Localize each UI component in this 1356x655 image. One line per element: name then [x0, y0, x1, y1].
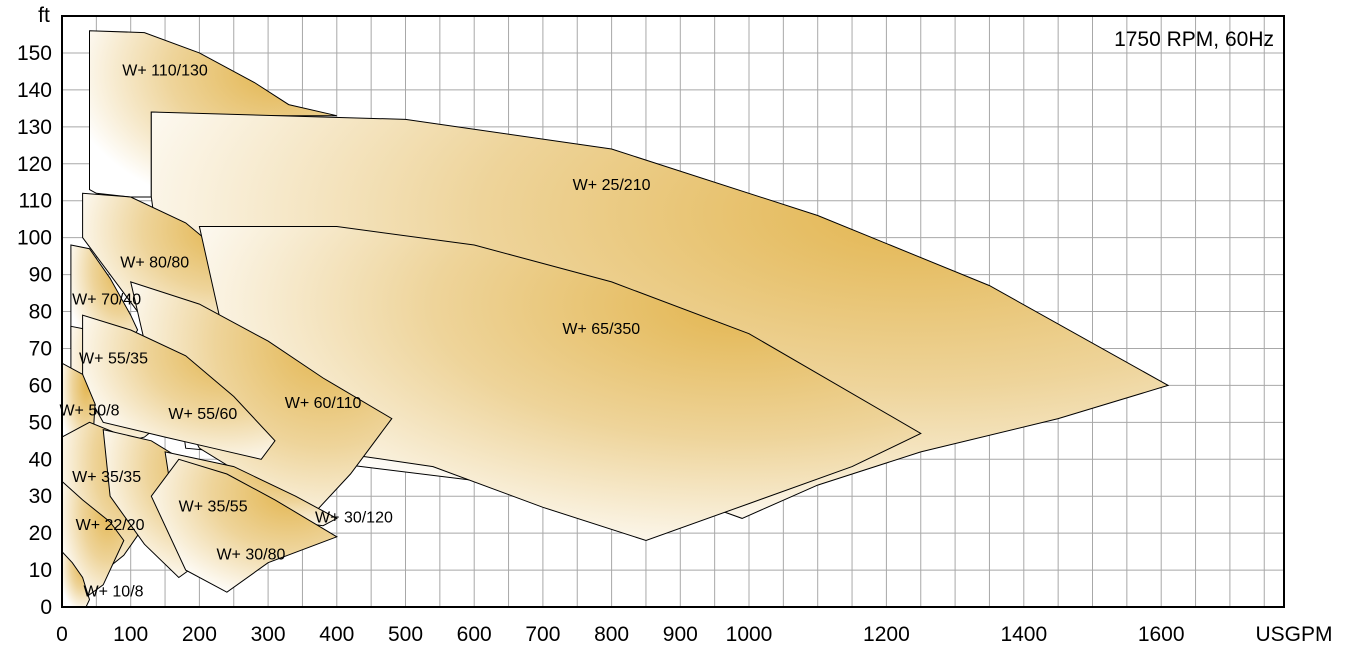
y-tick-label: 150	[17, 42, 52, 65]
plot-frame	[61, 15, 1285, 608]
region-label: W+ 22/20	[76, 517, 145, 534]
chart-title: 1750 RPM, 60Hz	[1114, 28, 1274, 51]
x-tick-label: 700	[525, 623, 560, 646]
performance-regions	[61, 30, 1170, 608]
y-tick-label: 80	[29, 301, 52, 324]
x-axis-label: USGPM	[1255, 623, 1332, 646]
y-tick-label: 70	[29, 337, 52, 360]
performance-region	[82, 314, 276, 460]
region-label: W+ 30/120	[315, 510, 393, 527]
y-tick-label: 100	[17, 227, 52, 250]
performance-region	[198, 226, 922, 542]
region-label: W+ 65/350	[562, 321, 640, 338]
performance-region	[150, 458, 338, 593]
y-tick-label: 10	[29, 559, 52, 582]
y-axis-ticks: 0 10 20 30 40 50 60 70 80 90 100 110 120 130 140 150	[17, 42, 52, 619]
y-tick-label: 60	[29, 374, 52, 397]
region-label: W+ 25/210	[573, 177, 651, 194]
y-tick-label: 40	[29, 448, 52, 471]
x-tick-label: 1200	[863, 623, 910, 646]
y-tick-label: 0	[40, 596, 52, 619]
region-label: W+ 35/55	[179, 498, 248, 515]
x-tick-label: 800	[594, 623, 629, 646]
y-tick-label: 90	[29, 264, 52, 287]
x-tick-label: 300	[251, 623, 286, 646]
region-label: W+ 70/40	[72, 292, 141, 309]
x-tick-label: 1400	[1000, 623, 1047, 646]
y-tick-label: 130	[17, 116, 52, 139]
y-tick-label: 50	[29, 411, 52, 434]
x-tick-label: 400	[319, 623, 354, 646]
region-label: W+ 80/80	[120, 255, 189, 272]
region-label: W+ 50/8	[59, 402, 119, 419]
y-tick-label: 20	[29, 522, 52, 545]
x-tick-label: 1000	[726, 623, 773, 646]
region-label: W+ 55/35	[79, 351, 148, 368]
y-tick-label: 110	[19, 190, 52, 213]
region-label: W+ 60/110	[285, 395, 362, 412]
region-labels: W+ 110/130 W+ 25/210 W+ 80/80 W+ 65/350 W+ 7…	[59, 63, 650, 601]
region-label: W+ 110/130	[122, 63, 208, 80]
region-label: W+ 35/35	[72, 469, 141, 486]
x-tick-label: 0	[56, 623, 68, 646]
region-label: W+ 55/60	[168, 406, 237, 423]
x-axis-ticks: 0 100 200 300 400 500 600 700 800 900 1000 1200 1400…	[56, 623, 1184, 646]
region-label: W+ 30/80	[216, 547, 285, 564]
y-tick-label: 140	[17, 79, 52, 102]
x-tick-label: 600	[457, 623, 492, 646]
y-tick-label: 120	[17, 153, 52, 176]
x-tick-label: 1600	[1138, 623, 1185, 646]
x-tick-label: 900	[663, 623, 698, 646]
x-tick-label: 200	[182, 623, 217, 646]
y-tick-label: 30	[29, 485, 52, 508]
region-label: W+ 10/8	[84, 583, 144, 600]
y-axis-label: ft	[38, 4, 50, 27]
x-tick-label: 500	[388, 623, 423, 646]
x-tick-label: 100	[113, 623, 148, 646]
